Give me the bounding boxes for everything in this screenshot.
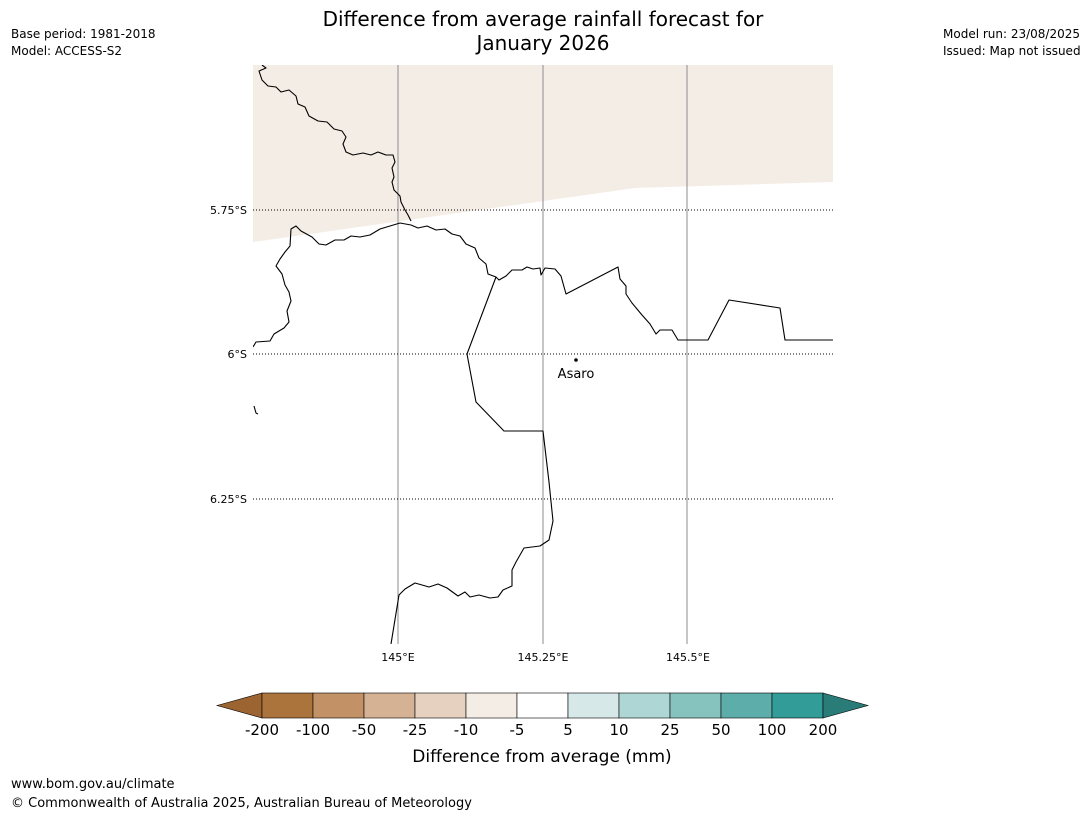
legend-tick-label: 10 [609, 721, 628, 739]
lat-label-5-75s: 5.75°S [210, 204, 247, 217]
lon-label-145e: 145°E [381, 651, 414, 664]
legend-tick-label: -200 [245, 721, 279, 739]
legend-swatch [669, 692, 722, 719]
border-inner [390, 276, 554, 644]
border-fragment [253, 405, 259, 415]
legend-swatch [720, 692, 773, 719]
lat-label-6s: 6°S [228, 348, 247, 361]
legend-swatch [363, 692, 416, 719]
footer-copyright: © Commonwealth of Australia 2025, Austra… [11, 796, 472, 811]
axis-labels: 5.75°S 6°S 6.25°S 145°E 145.25°E 145.5°E [210, 204, 710, 664]
legend-tick-labels: -200 -100 -50 -25 -10 -5 5 10 25 50 100 200 [245, 721, 837, 739]
lon-label-145-5e: 145.5°E [666, 651, 710, 664]
legend-tick-label: -25 [403, 721, 428, 739]
legend-colorbar [215, 692, 870, 719]
legend-swatch [567, 692, 620, 719]
footer: www.bom.gov.au/climate © Commonwealth of… [11, 775, 472, 813]
legend-swatch [414, 692, 467, 719]
legend-tick-label: 200 [809, 721, 838, 739]
legend-swatch [261, 692, 314, 719]
footer-url: www.bom.gov.au/climate [11, 777, 175, 792]
legend-tick-label: -5 [510, 721, 525, 739]
asaro-marker [574, 358, 578, 362]
legend-tick-label: 25 [660, 721, 679, 739]
asaro-label: Asaro [558, 367, 595, 382]
legend-swatch [312, 692, 365, 719]
lat-label-6-25s: 6.25°S [210, 493, 247, 506]
legend-extend-high [822, 692, 870, 719]
legend-tick-label: 100 [758, 721, 787, 739]
model-run-text: Model run: 23/08/2025 [943, 27, 1081, 41]
legend-tick-label: -100 [296, 721, 330, 739]
legend-swatch [771, 692, 824, 719]
issued-text: Issued: Map not issued [943, 44, 1081, 58]
map-title: Difference from average rainfall forecas… [243, 7, 843, 55]
legend-title: Difference from average (mm) [412, 747, 671, 767]
meta-left: Base period: 1981-2018 Model: ACCESS-S2 [11, 26, 156, 60]
legend-tick-label: -50 [352, 721, 377, 739]
meta-right: Model run: 23/08/2025 Issued: Map not is… [943, 26, 1081, 60]
legend-tick-label: 5 [563, 721, 573, 739]
legend-extend-low [215, 692, 263, 719]
map-panel: Asaro [253, 65, 833, 644]
province-borders [253, 65, 833, 644]
border-west-1 [253, 222, 833, 348]
title-line-2: January 2026 [476, 31, 610, 55]
legend-tick-label: 50 [711, 721, 730, 739]
base-period-text: Base period: 1981-2018 [11, 27, 156, 41]
legend-tick-label: -10 [454, 721, 479, 739]
legend-swatch [516, 692, 569, 719]
legend-swatch [465, 692, 518, 719]
model-text: Model: ACCESS-S2 [11, 44, 123, 58]
legend-swatch [618, 692, 671, 719]
title-line-1: Difference from average rainfall forecas… [322, 7, 764, 31]
lon-label-145-25e: 145.25°E [518, 651, 569, 664]
border-north-1 [258, 65, 412, 222]
